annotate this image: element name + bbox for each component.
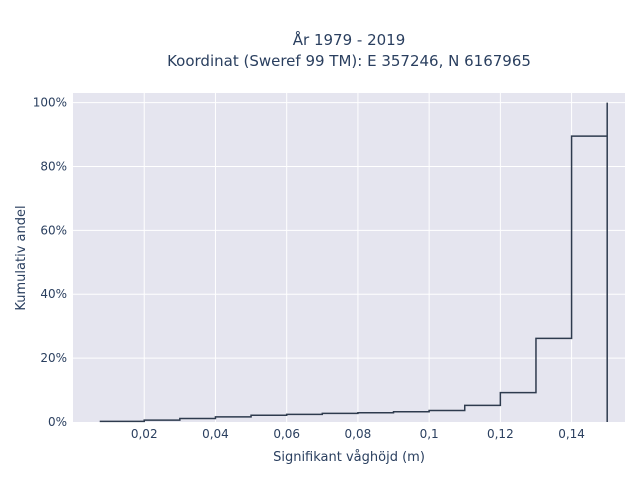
x-tick-label: 0,08 [345,427,372,441]
plot-area [73,93,625,422]
y-tick-label: 60% [40,223,67,237]
cumulative-step-line [99,102,608,423]
y-axis-title: Kumulativ andel [14,205,29,310]
x-tick-label: 0,14 [558,427,585,441]
y-tick-label: 20% [40,351,67,365]
chart-title-line-1: År 1979 - 2019 [293,30,406,49]
y-tick-label: 80% [40,159,67,173]
x-tick-label: 0,1 [420,427,439,441]
x-tick-label: 0,12 [487,427,514,441]
y-tick-label: 0% [48,415,67,429]
y-tick-label: 40% [40,287,67,301]
tick-labels: 0,02 0,04 0,06 0,08 0,1 0,12 0,14 0% 20% 40% 60% 80… [33,96,585,441]
gridlines [73,93,625,422]
x-tick-label: 0,04 [202,427,229,441]
x-axis-title: Signifikant våghöjd (m) [273,450,425,465]
x-tick-label: 0,06 [273,427,300,441]
y-tick-label: 100% [33,96,67,110]
chart-title-line-2: Koordinat (Sweref 99 TM): E 357246, N 61… [167,52,531,70]
x-tick-label: 0,02 [131,427,158,441]
